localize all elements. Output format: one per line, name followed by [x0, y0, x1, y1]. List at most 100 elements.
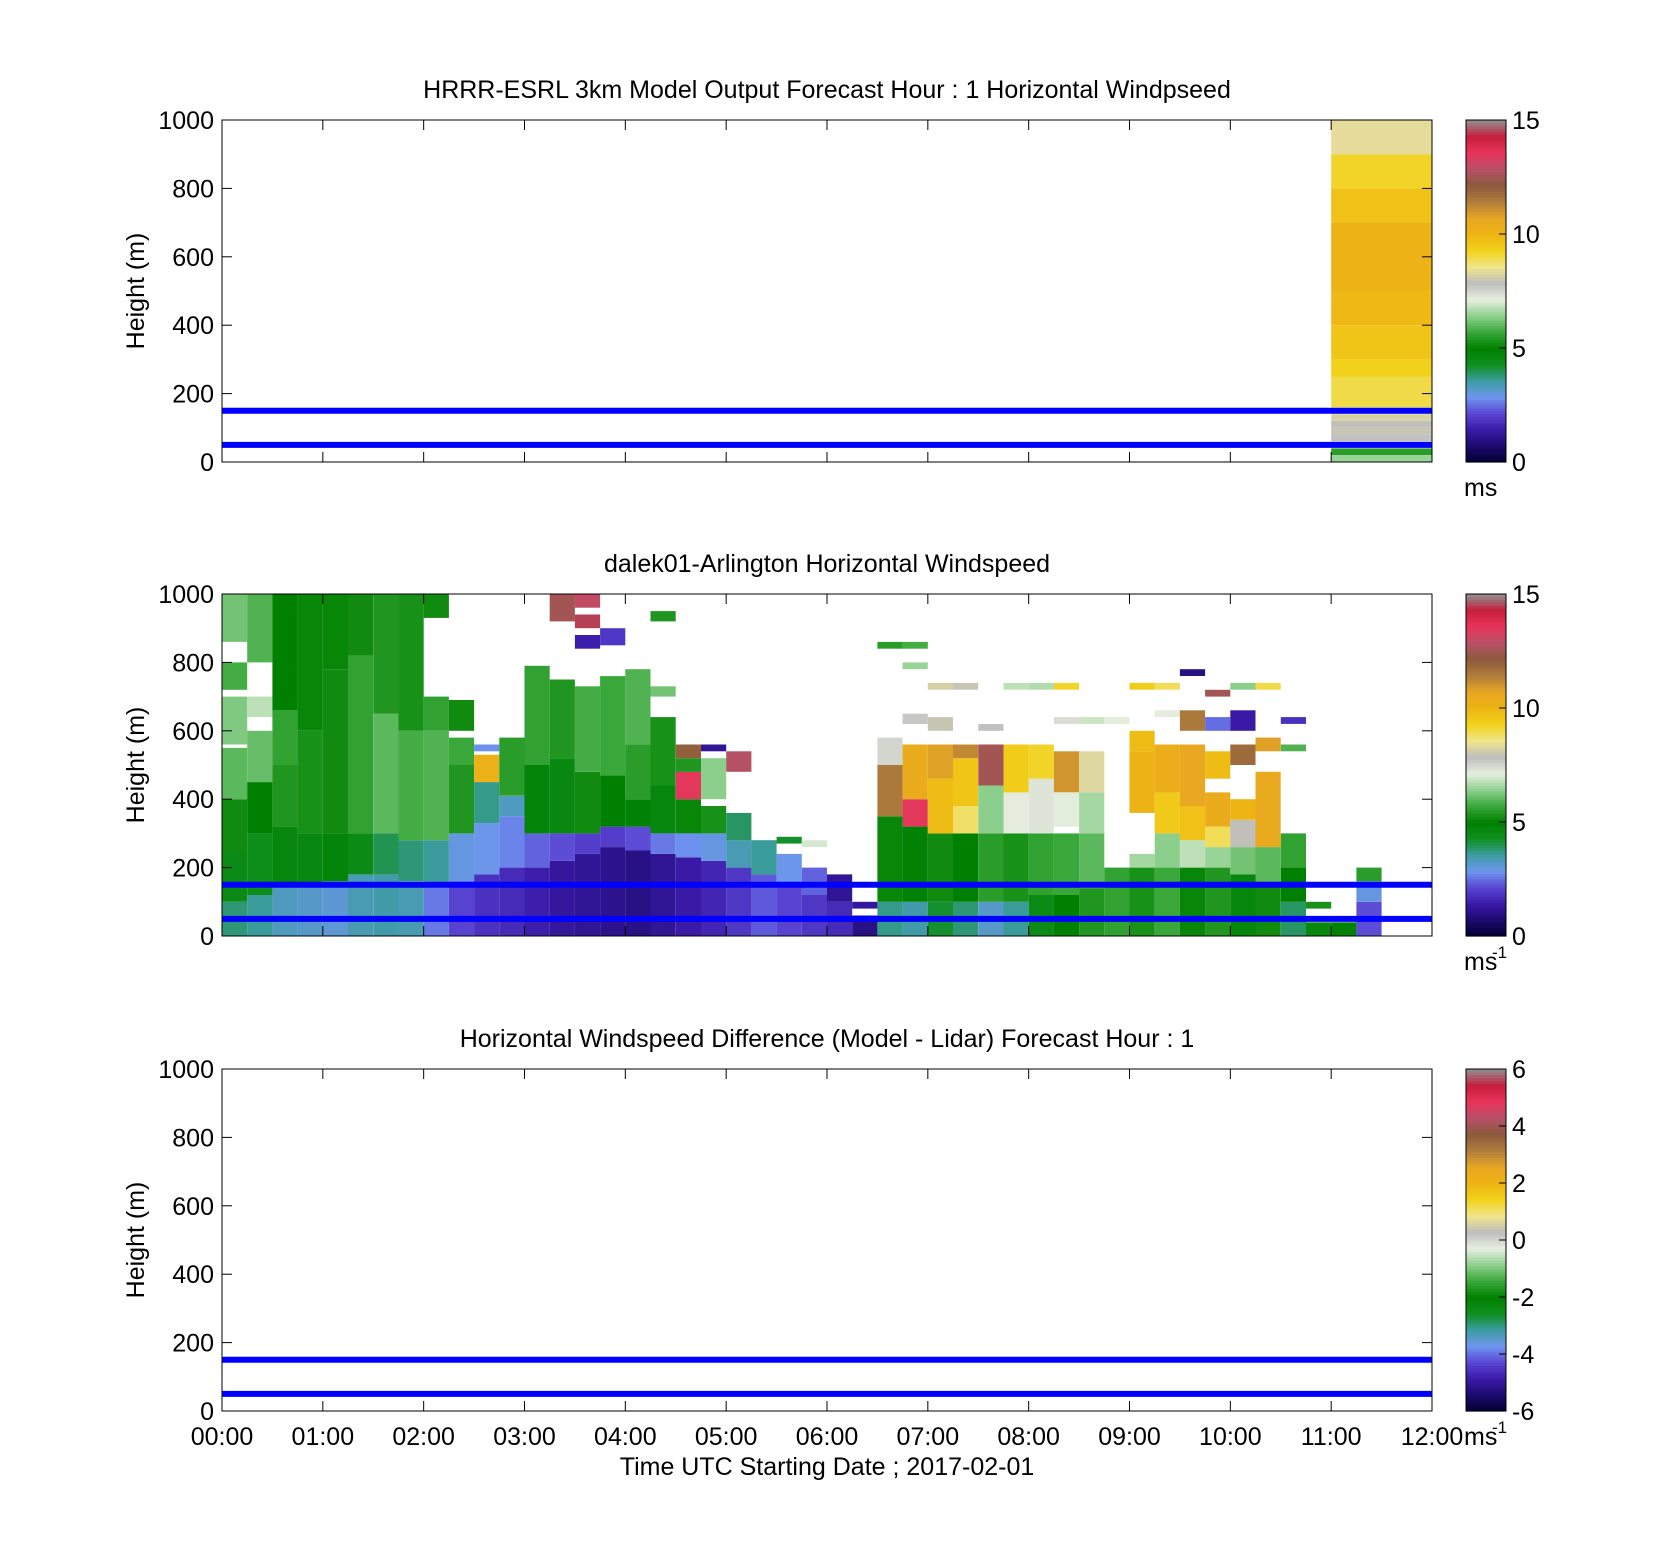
colorbar-swatch	[1466, 659, 1506, 663]
colorbar-swatch	[1466, 216, 1506, 221]
colorbar-tick-label: 10	[1512, 221, 1540, 249]
colorbar-swatch	[1466, 1268, 1506, 1272]
colorbar-swatch	[1466, 710, 1506, 715]
colorbar-swatch	[1466, 194, 1506, 198]
colorbar-swatch	[1466, 1168, 1506, 1173]
colorbar-swatch	[1466, 702, 1506, 706]
heatmap-cell	[650, 853, 676, 936]
colorbar-swatch	[1466, 844, 1506, 849]
heatmap-cell	[1331, 154, 1432, 189]
colorbar-swatch	[1466, 1365, 1506, 1369]
heatmap-cell	[953, 744, 979, 759]
colorbar-swatch	[1466, 1282, 1506, 1287]
colorbar-swatch	[1466, 310, 1506, 315]
colorbar-swatch	[1466, 605, 1506, 609]
heatmap-cell	[448, 881, 475, 936]
heatmap-cell	[1205, 867, 1231, 936]
colorbar-swatch	[1466, 773, 1506, 777]
colorbar-swatch	[1466, 1134, 1506, 1138]
colorbar-swatch	[1466, 142, 1506, 147]
colorbar-swatch	[1466, 648, 1506, 652]
y-tick-label: 0	[200, 1398, 214, 1426]
heatmap-cell	[524, 867, 550, 936]
colorbar-swatch	[1466, 1379, 1506, 1384]
heatmap-cell	[927, 744, 953, 779]
colorbar-swatch	[1466, 430, 1506, 435]
heatmap-cell	[625, 799, 651, 827]
colorbar-swatch	[1466, 148, 1506, 152]
colorbar-swatch	[1466, 308, 1506, 312]
colorbar-swatch	[1466, 1408, 1506, 1412]
heatmap-cell	[1079, 751, 1105, 793]
y-tick-label: 0	[200, 923, 214, 951]
heatmap-cell	[953, 833, 979, 902]
colorbar-swatch	[1466, 159, 1506, 164]
colorbar-swatch	[1466, 1197, 1506, 1201]
x-tick-label: 06:00	[796, 1423, 859, 1451]
y-tick-label: 400	[172, 786, 214, 814]
colorbar-tick-label: -2	[1512, 1284, 1534, 1312]
colorbar-swatch	[1466, 376, 1506, 380]
heatmap-cell	[423, 696, 449, 731]
heatmap-cell	[978, 724, 1004, 731]
colorbar-swatch	[1466, 1143, 1506, 1147]
heatmap-cell	[902, 744, 928, 800]
colorbar-swatch	[1466, 784, 1506, 789]
colorbar-swatch	[1466, 1202, 1506, 1207]
colorbar-swatch	[1466, 330, 1506, 335]
heatmap-cell	[1280, 717, 1306, 724]
colorbar-swatch	[1466, 876, 1506, 880]
heatmap-cell	[272, 884, 298, 936]
colorbar-swatch	[1466, 887, 1506, 891]
heatmap-cell	[272, 826, 298, 885]
colorbar-swatch	[1466, 859, 1506, 863]
colorbar-swatch	[1466, 353, 1506, 358]
colorbar-swatch	[1466, 833, 1506, 837]
colorbar-swatch	[1466, 893, 1506, 897]
colorbar-swatch	[1466, 1074, 1506, 1079]
heatmap-cell	[524, 665, 550, 765]
colorbar-swatch	[1466, 1388, 1506, 1392]
colorbar-swatch	[1466, 907, 1506, 911]
heatmap-cell	[549, 679, 575, 759]
colorbar-swatch	[1466, 1200, 1506, 1204]
colorbar-swatch	[1466, 1279, 1506, 1284]
heatmap-cell	[701, 744, 727, 752]
colorbar-swatch	[1466, 1262, 1506, 1267]
heatmap-cell	[549, 833, 575, 861]
colorbar-swatch	[1466, 765, 1506, 769]
heatmap-cell	[348, 594, 374, 656]
colorbar-swatch	[1466, 1322, 1506, 1327]
y-tick-label: 600	[172, 244, 214, 272]
x-tick-label: 12:00	[1401, 1423, 1464, 1451]
colorbar-swatch	[1466, 1336, 1506, 1341]
colorbar-swatch	[1466, 365, 1506, 369]
colorbar-swatch	[1466, 1160, 1506, 1164]
heatmap-cell	[776, 884, 802, 936]
heatmap-cell	[322, 833, 348, 882]
colorbar-swatch	[1466, 1308, 1506, 1312]
heatmap-cell	[1331, 922, 1357, 936]
heatmap-cell	[927, 717, 953, 731]
heatmap-cell	[448, 833, 475, 882]
colorbar-swatch	[1466, 1348, 1506, 1352]
colorbar-swatch	[1466, 756, 1506, 760]
colorbar-swatch	[1466, 1245, 1506, 1250]
colorbar-swatch	[1466, 1106, 1506, 1110]
colorbar-swatch	[1466, 1251, 1506, 1255]
colorbar-swatch	[1466, 182, 1506, 187]
colorbar-swatch	[1466, 873, 1506, 877]
colorbar-swatch	[1466, 231, 1506, 235]
heatmap-cell	[877, 765, 903, 817]
colorbar-swatch	[1466, 824, 1506, 829]
heatmap-cell	[549, 860, 575, 936]
colorbar-swatch	[1466, 410, 1506, 415]
y-tick-label: 1000	[158, 581, 214, 609]
colorbar-swatch	[1466, 839, 1506, 843]
colorbar-swatch	[1466, 154, 1506, 158]
colorbar-swatch	[1466, 128, 1506, 132]
heatmap-cell	[322, 669, 348, 834]
colorbar-swatch	[1466, 268, 1506, 272]
colorbar-swatch	[1466, 1126, 1506, 1130]
colorbar-swatch	[1466, 393, 1506, 398]
